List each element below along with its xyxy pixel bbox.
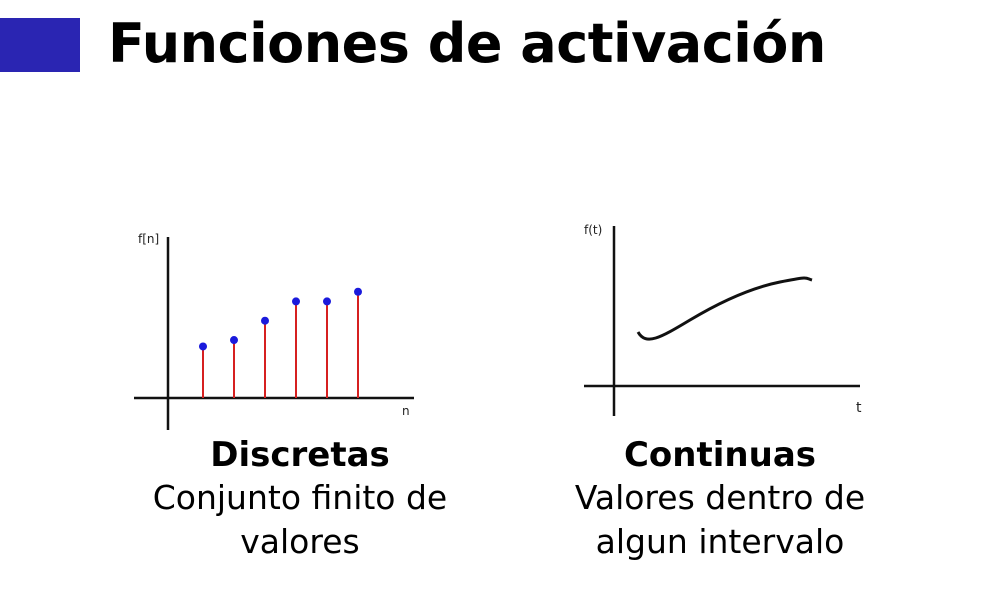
continuous-heading: Continuas bbox=[623, 435, 816, 475]
discrete-y-axis-label: f[n] bbox=[138, 232, 159, 246]
discrete-chart: f[n] n bbox=[130, 225, 420, 435]
continuous-description-line-2: algun intervalo bbox=[595, 522, 845, 561]
continuous-y-axis-label: f(t) bbox=[584, 223, 602, 237]
stem-point bbox=[323, 297, 331, 306]
continuous-curve bbox=[636, 276, 813, 341]
discrete-description-line-1: Conjunto finito de bbox=[152, 478, 448, 517]
continuous-chart: f(t) t bbox=[580, 220, 870, 420]
discrete-x-axis-label: n bbox=[402, 404, 410, 418]
slide-title: Funciones de activación bbox=[108, 12, 826, 75]
stem-point bbox=[354, 287, 362, 296]
continuous-chart-svg: f(t) t bbox=[584, 223, 862, 416]
stem-point bbox=[230, 336, 238, 345]
discrete-caption: Discretas Conjunto finito de valores bbox=[130, 434, 470, 564]
discrete-heading: Discretas bbox=[210, 435, 390, 475]
discrete-description-line-2: valores bbox=[240, 522, 360, 561]
continuous-x-axis-label: t bbox=[856, 400, 862, 416]
continuous-caption: Continuas Valores dentro de algun interv… bbox=[550, 434, 890, 564]
stem-point bbox=[292, 297, 300, 306]
title-accent-bar bbox=[0, 18, 80, 72]
discrete-chart-svg: f[n] n bbox=[134, 232, 414, 430]
continuous-description-line-1: Valores dentro de bbox=[574, 478, 866, 517]
stem-point bbox=[199, 342, 207, 351]
stem-point bbox=[261, 316, 269, 325]
